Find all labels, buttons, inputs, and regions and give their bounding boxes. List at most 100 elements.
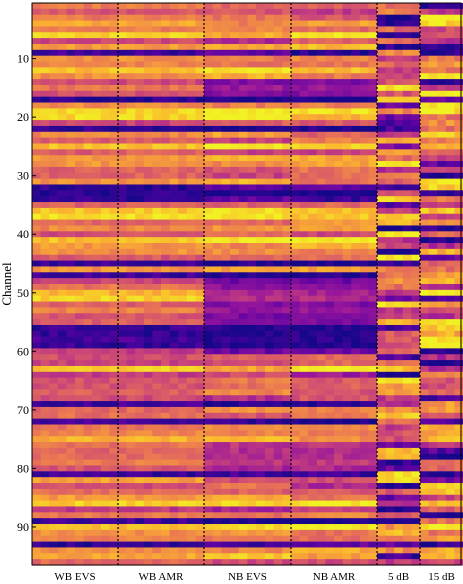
heatmap-cell <box>221 418 231 426</box>
heatmap-cell <box>437 260 447 268</box>
heatmap-cell <box>342 453 352 461</box>
heatmap-cell <box>32 219 42 227</box>
heatmap-cell <box>178 430 188 437</box>
heatmap-cell <box>49 313 59 320</box>
heatmap-cell <box>402 237 412 244</box>
heatmap-cell <box>152 307 162 314</box>
heatmap-cell <box>169 137 179 145</box>
heatmap-cell <box>100 79 110 86</box>
heatmap-cell <box>126 348 136 355</box>
heatmap-cell <box>57 471 67 478</box>
heatmap-cell <box>351 365 361 373</box>
heatmap-cell <box>186 137 196 145</box>
heatmap-cell <box>454 453 463 461</box>
heatmap-cell <box>256 442 266 449</box>
heatmap-cell <box>402 483 412 490</box>
heatmap-cell <box>454 219 463 227</box>
heatmap-cell <box>291 96 301 104</box>
heatmap-cell <box>437 371 447 379</box>
heatmap-cell <box>212 289 222 297</box>
heatmap-cell <box>316 260 326 268</box>
heatmap-cell <box>394 553 404 560</box>
heatmap-cell <box>161 90 171 98</box>
heatmap-cell <box>49 90 59 98</box>
heatmap-cell <box>308 401 318 408</box>
heatmap-cell <box>161 231 171 238</box>
heatmap-cell <box>32 412 42 420</box>
heatmap-cell <box>247 207 257 215</box>
heatmap-cell <box>49 442 59 449</box>
heatmap-cell <box>411 313 421 320</box>
heatmap-cell <box>100 529 110 537</box>
heatmap-cell <box>308 266 318 273</box>
heatmap-cell <box>152 96 162 104</box>
heatmap-cell <box>247 424 257 431</box>
heatmap-cell <box>40 137 50 145</box>
heatmap-cell <box>143 529 153 537</box>
heatmap-cell <box>385 161 395 168</box>
heatmap-cell <box>291 272 301 279</box>
heatmap-cell <box>342 254 352 262</box>
heatmap-cell <box>118 207 128 215</box>
heatmap-cell <box>204 131 214 139</box>
heatmap-cell <box>282 166 292 174</box>
heatmap-cell <box>445 20 455 28</box>
heatmap-cell <box>454 529 463 537</box>
heatmap-cell <box>204 38 214 45</box>
heatmap-cell <box>83 524 93 531</box>
heatmap-cell <box>445 67 455 74</box>
heatmap-cell <box>411 524 421 531</box>
heatmap-cell <box>385 90 395 98</box>
heatmap-cell <box>32 172 42 180</box>
heatmap-cell <box>40 213 50 221</box>
heatmap-cell <box>273 395 283 402</box>
heatmap-cell <box>402 61 412 68</box>
heatmap-cell <box>212 553 222 560</box>
heatmap-cell <box>402 424 412 431</box>
heatmap-cell <box>368 49 378 57</box>
heatmap-cell <box>273 38 283 45</box>
heatmap-cell <box>282 330 292 338</box>
heatmap-cell <box>334 535 344 543</box>
heatmap-cell <box>394 166 404 174</box>
heatmap-cell <box>109 131 119 139</box>
heatmap-cell <box>161 96 171 104</box>
heatmap-cell <box>299 529 309 537</box>
heatmap-cell <box>126 360 136 367</box>
heatmap-cell <box>49 278 59 285</box>
heatmap-cell <box>135 90 145 98</box>
heatmap-cell <box>49 26 59 33</box>
heatmap-cell <box>454 149 463 156</box>
heatmap-cell <box>377 465 387 472</box>
heatmap-cell <box>230 383 240 390</box>
heatmap-cell <box>66 73 76 80</box>
heatmap-cell <box>325 73 335 80</box>
heatmap-cell <box>325 272 335 279</box>
heatmap-cell <box>40 553 50 560</box>
heatmap-cell <box>109 406 119 414</box>
heatmap-cell <box>402 73 412 80</box>
heatmap-cell <box>161 284 171 291</box>
heatmap-cell <box>368 61 378 68</box>
heatmap-cell <box>385 120 395 127</box>
heatmap-cell <box>169 178 179 186</box>
heatmap-cell <box>126 395 136 402</box>
heatmap-cell <box>325 395 335 402</box>
heatmap-cell <box>57 553 67 560</box>
heatmap-cell <box>299 172 309 180</box>
heatmap-cell <box>178 453 188 461</box>
heatmap-cell <box>161 430 171 437</box>
heatmap-cell <box>230 418 240 426</box>
heatmap-cell <box>394 284 404 291</box>
heatmap-cell <box>212 172 222 180</box>
heatmap-cell <box>342 131 352 139</box>
heatmap-cell <box>351 442 361 449</box>
heatmap-cell <box>377 254 387 262</box>
heatmap-cell <box>420 541 430 549</box>
heatmap-cell <box>368 20 378 28</box>
heatmap-cell <box>57 3 67 10</box>
heatmap-cell <box>66 459 76 467</box>
heatmap-cell <box>402 14 412 22</box>
heatmap-cell <box>437 342 447 349</box>
heatmap-cell <box>169 401 179 408</box>
